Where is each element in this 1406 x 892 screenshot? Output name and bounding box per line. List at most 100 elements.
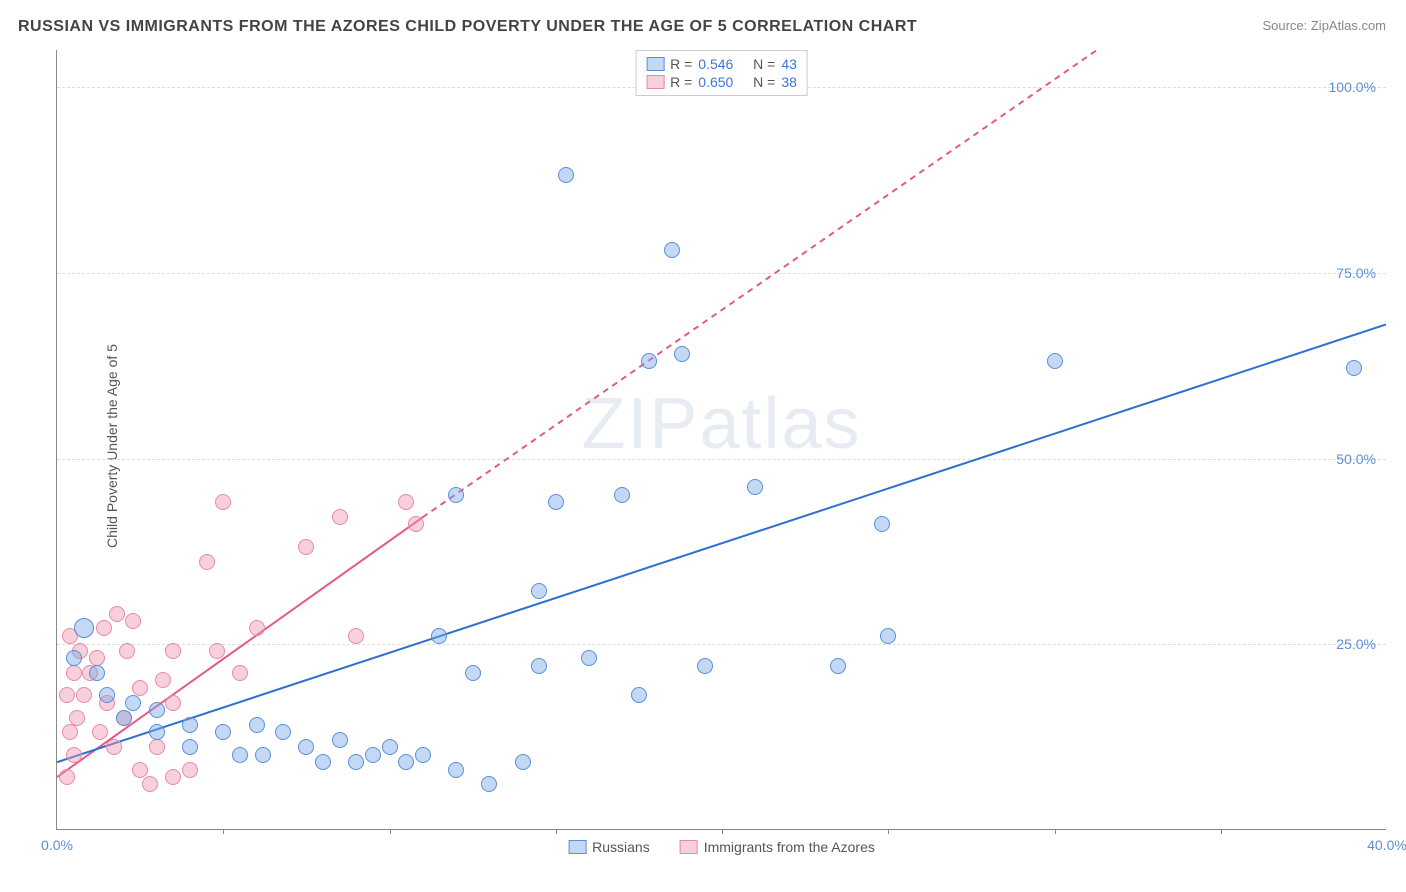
data-point (398, 754, 414, 770)
xtick-mark (888, 829, 889, 834)
data-point (481, 776, 497, 792)
xtick-label: 40.0% (1367, 837, 1406, 853)
data-point (116, 710, 132, 726)
legend-row-series-b: R = 0.650 N = 38 (646, 73, 797, 91)
legend-label-b: Immigrants from the Azores (704, 839, 875, 855)
xtick-mark (1221, 829, 1222, 834)
xtick-mark (556, 829, 557, 834)
data-point (548, 494, 564, 510)
legend-item-series-a: Russians (568, 839, 650, 855)
n-label: N = (753, 56, 775, 72)
data-point (199, 554, 215, 570)
data-point (119, 643, 135, 659)
data-point (59, 687, 75, 703)
data-point (182, 762, 198, 778)
r-label: R = (670, 74, 692, 90)
data-point (365, 747, 381, 763)
ytick-label: 50.0% (1336, 451, 1376, 467)
xtick-mark (390, 829, 391, 834)
legend-item-series-b: Immigrants from the Azores (680, 839, 875, 855)
data-point (581, 650, 597, 666)
data-point (132, 762, 148, 778)
data-point (109, 606, 125, 622)
data-point (348, 754, 364, 770)
data-point (1346, 360, 1362, 376)
xtick-mark (722, 829, 723, 834)
data-point (59, 769, 75, 785)
xtick-mark (223, 829, 224, 834)
data-point (558, 167, 574, 183)
data-point (142, 776, 158, 792)
data-point (165, 643, 181, 659)
data-point (298, 539, 314, 555)
data-point (874, 516, 890, 532)
data-point (165, 769, 181, 785)
data-point (125, 613, 141, 629)
data-point (448, 762, 464, 778)
swatch-series-a (568, 840, 586, 854)
data-point (149, 739, 165, 755)
data-point (382, 739, 398, 755)
n-label: N = (753, 74, 775, 90)
gridline (57, 273, 1386, 274)
data-point (96, 620, 112, 636)
data-point (697, 658, 713, 674)
data-point (298, 739, 314, 755)
data-point (348, 628, 364, 644)
trend-lines (57, 50, 1386, 829)
data-point (125, 695, 141, 711)
r-value-b: 0.650 (698, 74, 733, 90)
data-point (674, 346, 690, 362)
chart-title: RUSSIAN VS IMMIGRANTS FROM THE AZORES CH… (18, 18, 917, 36)
data-point (149, 724, 165, 740)
data-point (249, 717, 265, 733)
series-legend: Russians Immigrants from the Azores (568, 839, 875, 855)
gridline (57, 459, 1386, 460)
data-point (99, 687, 115, 703)
data-point (431, 628, 447, 644)
correlation-legend: R = 0.546 N = 43 R = 0.650 N = 38 (635, 50, 808, 96)
data-point (132, 680, 148, 696)
data-point (89, 665, 105, 681)
data-point (182, 717, 198, 733)
data-point (408, 516, 424, 532)
data-point (232, 747, 248, 763)
ytick-label: 75.0% (1336, 265, 1376, 281)
data-point (531, 658, 547, 674)
n-value-b: 38 (781, 74, 797, 90)
data-point (69, 710, 85, 726)
data-point (106, 739, 122, 755)
r-label: R = (670, 56, 692, 72)
data-point (641, 353, 657, 369)
plot-area: ZIPatlas 25.0%50.0%75.0%100.0% 0.0%40.0%… (56, 50, 1386, 830)
legend-row-series-a: R = 0.546 N = 43 (646, 55, 797, 73)
swatch-series-a (646, 57, 664, 71)
data-point (465, 665, 481, 681)
data-point (398, 494, 414, 510)
data-point (631, 687, 647, 703)
data-point (89, 650, 105, 666)
data-point (332, 732, 348, 748)
xtick-mark (1055, 829, 1056, 834)
data-point (92, 724, 108, 740)
swatch-series-b (646, 75, 664, 89)
swatch-series-b (680, 840, 698, 854)
data-point (249, 620, 265, 636)
data-point (830, 658, 846, 674)
data-point (62, 724, 78, 740)
data-point (76, 687, 92, 703)
data-point (275, 724, 291, 740)
data-point (232, 665, 248, 681)
data-point (155, 672, 171, 688)
data-point (747, 479, 763, 495)
data-point (1047, 353, 1063, 369)
data-point (215, 724, 231, 740)
r-value-a: 0.546 (698, 56, 733, 72)
data-point (664, 242, 680, 258)
ytick-label: 25.0% (1336, 636, 1376, 652)
data-point (66, 665, 82, 681)
data-point (182, 739, 198, 755)
legend-label-a: Russians (592, 839, 650, 855)
data-point (415, 747, 431, 763)
data-point (209, 643, 225, 659)
